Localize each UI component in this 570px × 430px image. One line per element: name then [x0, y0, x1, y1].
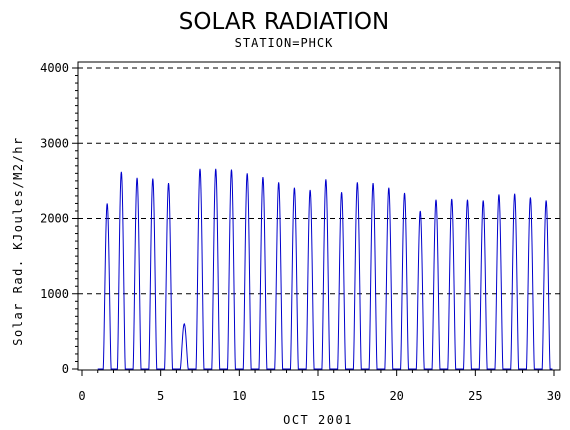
plot-frame [77, 61, 561, 371]
axes: 0 1000 2000 3000 4000 0 5 10 15 20 25 30 [40, 61, 561, 403]
x-axis-label: OCT 2001 [283, 413, 353, 427]
y-tick-label: 4000 [40, 61, 69, 75]
y-tick-label: 3000 [40, 136, 69, 150]
x-tick-label: 5 [157, 389, 164, 403]
x-tick-label: 30 [547, 389, 561, 403]
x-tick-label: 25 [468, 389, 482, 403]
chart-title: SOLAR RADIATION [179, 9, 389, 35]
x-tick-label: 10 [232, 389, 246, 403]
y-axis-label: Solar Rad. KJoules/M2/hr [11, 136, 25, 345]
y-tick-label: 2000 [40, 212, 69, 226]
y-tick-label: 1000 [40, 287, 69, 301]
series-layer [97, 168, 553, 370]
x-tick-label: 0 [78, 389, 85, 403]
chart-subtitle: STATION=PHCK [235, 36, 334, 50]
x-tick-label: 20 [389, 389, 403, 403]
y-tick-label: 0 [62, 362, 69, 376]
series-line [97, 168, 553, 370]
x-tick-label: 15 [311, 389, 325, 403]
